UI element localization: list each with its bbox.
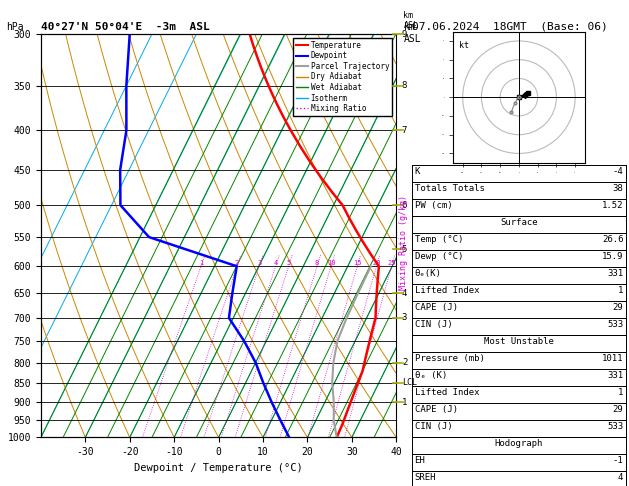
Text: 2: 2 — [235, 260, 239, 266]
Text: -4: -4 — [613, 167, 623, 176]
Text: CIN (J): CIN (J) — [415, 320, 452, 329]
Text: 10: 10 — [327, 260, 335, 266]
Text: CAPE (J): CAPE (J) — [415, 303, 457, 312]
X-axis label: Dewpoint / Temperature (°C): Dewpoint / Temperature (°C) — [134, 463, 303, 473]
Text: Most Unstable: Most Unstable — [484, 337, 554, 346]
Text: Pressure (mb): Pressure (mb) — [415, 354, 484, 363]
Text: θₑ(K): θₑ(K) — [415, 269, 442, 278]
Text: 15.9: 15.9 — [602, 252, 623, 261]
Text: K: K — [415, 167, 420, 176]
Text: 15: 15 — [353, 260, 362, 266]
Text: hPa: hPa — [6, 22, 24, 32]
Text: 5: 5 — [286, 260, 291, 266]
Text: 4: 4 — [274, 260, 277, 266]
Text: Totals Totals: Totals Totals — [415, 184, 484, 193]
Text: 1: 1 — [618, 388, 623, 397]
Text: LCL: LCL — [402, 379, 417, 387]
Text: 25: 25 — [387, 260, 396, 266]
Text: 4: 4 — [402, 289, 407, 297]
Text: 8: 8 — [402, 81, 407, 90]
Text: 26.6: 26.6 — [602, 235, 623, 244]
Text: 7: 7 — [402, 126, 407, 135]
Text: Surface: Surface — [500, 218, 538, 227]
Text: CIN (J): CIN (J) — [415, 422, 452, 431]
Text: 331: 331 — [607, 371, 623, 380]
Text: km: km — [404, 22, 416, 32]
Text: Mixing Ratio (g/kg): Mixing Ratio (g/kg) — [399, 195, 408, 291]
Text: Lifted Index: Lifted Index — [415, 286, 479, 295]
Text: 3: 3 — [402, 313, 407, 322]
Text: Hodograph: Hodograph — [495, 439, 543, 448]
Text: 20: 20 — [372, 260, 381, 266]
Text: 6: 6 — [402, 201, 407, 209]
Text: 533: 533 — [607, 422, 623, 431]
Text: 533: 533 — [607, 320, 623, 329]
Text: ASL: ASL — [404, 34, 421, 44]
Text: 1011: 1011 — [602, 354, 623, 363]
Text: 5: 5 — [402, 244, 407, 254]
Text: kt: kt — [459, 41, 469, 50]
Text: EH: EH — [415, 456, 425, 465]
Text: 1: 1 — [199, 260, 203, 266]
Text: 331: 331 — [607, 269, 623, 278]
Text: 8: 8 — [315, 260, 319, 266]
Text: 40°27'N 50°04'E  -3m  ASL: 40°27'N 50°04'E -3m ASL — [41, 22, 209, 32]
Text: 2: 2 — [402, 358, 407, 367]
Text: 07.06.2024  18GMT  (Base: 06): 07.06.2024 18GMT (Base: 06) — [412, 22, 608, 32]
Text: 3: 3 — [257, 260, 261, 266]
Text: 1: 1 — [402, 398, 407, 407]
Text: -1: -1 — [613, 456, 623, 465]
Text: θₑ (K): θₑ (K) — [415, 371, 447, 380]
Text: km
ASL: km ASL — [403, 11, 418, 30]
Text: 9: 9 — [402, 30, 407, 38]
Text: 1: 1 — [618, 286, 623, 295]
Text: Dewp (°C): Dewp (°C) — [415, 252, 463, 261]
Legend: Temperature, Dewpoint, Parcel Trajectory, Dry Adiabat, Wet Adiabat, Isotherm, Mi: Temperature, Dewpoint, Parcel Trajectory… — [293, 38, 392, 116]
Text: 1.52: 1.52 — [602, 201, 623, 210]
Text: 38: 38 — [613, 184, 623, 193]
Text: Lifted Index: Lifted Index — [415, 388, 479, 397]
Text: 4: 4 — [618, 473, 623, 482]
Text: SREH: SREH — [415, 473, 436, 482]
Text: Temp (°C): Temp (°C) — [415, 235, 463, 244]
Text: CAPE (J): CAPE (J) — [415, 405, 457, 414]
Text: PW (cm): PW (cm) — [415, 201, 452, 210]
Text: 29: 29 — [613, 303, 623, 312]
Text: 29: 29 — [613, 405, 623, 414]
